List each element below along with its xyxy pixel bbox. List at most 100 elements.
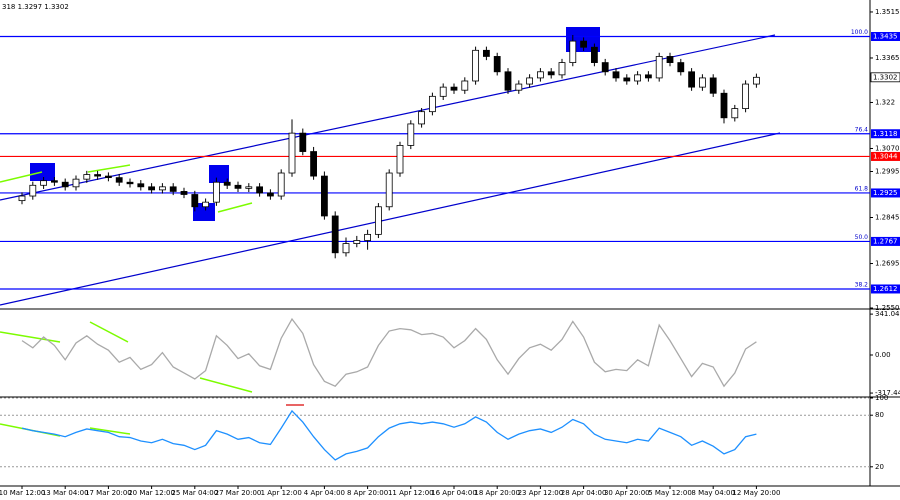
candle-body	[180, 191, 188, 195]
candle-body	[374, 206, 382, 235]
candle-body	[72, 178, 80, 188]
marker-box	[193, 203, 215, 221]
candle-body	[234, 184, 242, 189]
candle-body	[580, 40, 587, 48]
header: 318 1.3297 1.3302	[2, 3, 69, 11]
candle-body	[428, 95, 436, 113]
candle-body	[407, 123, 415, 146]
level-label: 1.3118	[873, 130, 898, 138]
last-price-box	[870, 72, 900, 83]
divergence-line	[199, 377, 253, 393]
fib-label: 38.2	[855, 281, 869, 288]
level-label: 1.2767	[873, 237, 898, 245]
level-label-box	[871, 284, 900, 294]
candle-body	[450, 86, 458, 91]
candle-body	[310, 151, 318, 177]
fib-label: 61.8	[855, 185, 869, 192]
drawings	[0, 0, 900, 487]
candle-body	[18, 195, 26, 202]
candle-body	[493, 56, 501, 73]
x-tick-label: 12 May 20:00	[732, 489, 780, 497]
level-label-box	[871, 32, 900, 42]
y-tick-label: 341.0423	[875, 310, 900, 318]
candle-body	[526, 77, 533, 85]
fib-label: 76.4	[855, 126, 869, 133]
candle-body	[482, 49, 490, 57]
marker-box	[209, 165, 229, 183]
x-tick-label: 20 Mar 12:00	[128, 489, 175, 497]
x-tick-label: 16 Apr 04:00	[431, 489, 477, 497]
candle-body	[634, 74, 641, 82]
x-tick-label: 10 Mar 12:00	[0, 489, 45, 497]
x-tick-label: 25 Mar 04:00	[171, 489, 218, 497]
y-tick-label: 1.2550	[875, 304, 900, 312]
x-tick-label: 30 Apr 20:00	[604, 489, 650, 497]
candle-body	[558, 62, 566, 76]
level-label-box	[871, 129, 900, 139]
candle-body	[320, 175, 328, 217]
candle-body	[266, 192, 274, 197]
divergence-line	[89, 427, 131, 435]
x-tick-label: 1 Apr 12:00	[261, 489, 302, 497]
marker-box	[30, 163, 55, 181]
y-tick-label: 1.2995	[875, 167, 900, 175]
candle-body	[504, 71, 512, 91]
last-price-label: 1.3302	[873, 73, 898, 81]
candle-body	[418, 111, 426, 125]
candle-body	[688, 71, 695, 88]
y-tick-label: -317.444	[875, 389, 900, 397]
candle-body	[29, 184, 37, 197]
candle-body	[202, 201, 210, 208]
candle-body	[601, 62, 609, 73]
candle-body	[288, 132, 296, 174]
level-label: 1.2612	[873, 285, 898, 293]
candle-body	[212, 181, 220, 203]
x-tick-label: 27 Mar 20:00	[215, 489, 262, 497]
candle-body	[115, 177, 123, 183]
x-tick-label: 5 May 12:00	[648, 489, 692, 497]
candle-body	[277, 172, 285, 197]
candle-body	[666, 56, 674, 63]
divergence-line	[217, 202, 253, 213]
y-tick-label: 1.3515	[875, 8, 900, 16]
candle-body	[342, 243, 350, 254]
level-label: 1.3044	[873, 152, 898, 160]
y-tick-label: 1.322	[875, 98, 895, 106]
candle-body	[364, 233, 372, 241]
y-tick-label: 0.00	[875, 351, 891, 359]
fib-label: 100.0	[851, 29, 868, 36]
candle-body	[51, 180, 58, 183]
x-tick-label: 23 Apr 12:00	[518, 489, 564, 497]
y-tick-label: 80	[875, 411, 884, 419]
candle-body	[126, 181, 134, 185]
candle-body	[83, 174, 91, 180]
candle-body	[547, 71, 555, 76]
candle-body	[612, 71, 620, 79]
candle-body	[623, 77, 631, 82]
candle-body	[515, 83, 523, 91]
candle-body	[645, 74, 652, 79]
candle-body	[731, 108, 739, 119]
divergence-line	[0, 331, 61, 343]
indicator-line	[21, 317, 757, 388]
y-tick-label: 1.2695	[875, 260, 900, 268]
x-tick-label: 13 Mar 04:00	[42, 489, 89, 497]
candle-body	[537, 71, 544, 79]
x-tick-label: 8 Apr 20:00	[347, 489, 388, 497]
x-tick-label: 8 May 04:00	[691, 489, 735, 497]
level-label-box	[871, 188, 900, 198]
candle-body	[299, 132, 307, 152]
candle-body	[353, 240, 361, 244]
divergence-line	[0, 171, 43, 183]
candle-body	[94, 174, 101, 177]
divergence-line	[89, 321, 129, 343]
candle-body	[677, 62, 685, 73]
x-tick-label: 11 Apr 12:00	[388, 489, 434, 497]
candle-body	[720, 92, 728, 119]
y-tick-label: 1.2845	[875, 214, 900, 222]
candle-body	[331, 215, 339, 254]
candle-body	[699, 77, 706, 88]
